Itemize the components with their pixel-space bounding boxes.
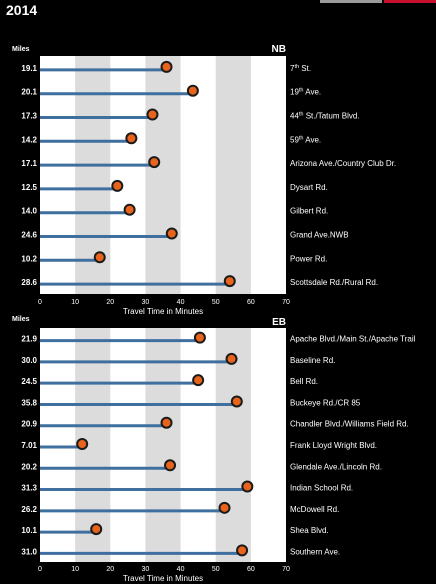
lollipop-dot xyxy=(225,352,238,365)
lollipop-dot xyxy=(146,108,159,121)
x-tick-label: 0 xyxy=(38,299,42,306)
x-tick-label: 20 xyxy=(106,566,114,573)
miles-value: 10.2 xyxy=(21,254,37,263)
x-axis-title: Travel Time in Minutes xyxy=(123,307,203,316)
x-tick-label: 30 xyxy=(142,299,150,306)
lollipop-dot xyxy=(164,459,177,472)
lollipop-dot xyxy=(123,203,136,216)
route-label: Glendale Ave./Lincoln Rd. xyxy=(290,462,382,471)
route-label: Dysart Rd. xyxy=(290,183,328,192)
route-label: Baseline Rd. xyxy=(290,356,335,365)
route-label: Shea Blvd. xyxy=(290,526,329,535)
lollipop-dot xyxy=(241,480,254,493)
grid-band xyxy=(145,328,181,562)
route-label: Bell Rd. xyxy=(290,377,318,386)
miles-value: 26.2 xyxy=(21,505,37,514)
x-axis-title: Travel Time in Minutes xyxy=(123,574,203,583)
x-tick-label: 70 xyxy=(282,299,290,306)
miles-value: 12.5 xyxy=(21,183,37,192)
lollipop-dot xyxy=(90,523,103,536)
lollipop-dot xyxy=(93,251,106,264)
miles-value: 30.0 xyxy=(21,356,37,365)
lollipop-dot xyxy=(148,156,161,169)
miles-value: 24.5 xyxy=(21,377,37,386)
miles-value: 19.1 xyxy=(21,64,37,73)
x-tick-label: 50 xyxy=(212,299,220,306)
route-label: 44th St./Tatum Blvd. xyxy=(290,112,360,121)
x-tick-label: 30 xyxy=(142,566,150,573)
route-label: Power Rd. xyxy=(290,254,327,263)
miles-value: 24.6 xyxy=(21,231,37,240)
miles-value: 17.1 xyxy=(21,159,37,168)
miles-value: 31.0 xyxy=(21,547,37,556)
x-tick-label: 70 xyxy=(282,566,290,573)
route-label: Scottsdale Rd./Rural Rd. xyxy=(290,278,378,287)
miles-value: 20.2 xyxy=(21,462,37,471)
lollipop-dot xyxy=(125,132,138,145)
miles-value: 7.01 xyxy=(21,441,37,450)
route-label: 7th St. xyxy=(290,64,311,73)
lollipop-dot xyxy=(160,416,173,429)
miles-value: 21.9 xyxy=(21,335,37,344)
miles-value: 14.2 xyxy=(21,135,37,144)
route-label: Frank Lloyd Wright Blvd. xyxy=(290,441,377,450)
route-label: Arizona Ave./Country Club Dr. xyxy=(290,159,396,168)
lollipop-dot xyxy=(218,501,231,514)
route-label: Chandler Blvd./Williams Field Rd. xyxy=(290,420,409,429)
header-accent-bar xyxy=(320,0,436,3)
route-label: 19th Ave. xyxy=(290,88,321,97)
route-label: Indian School Rd. xyxy=(290,484,353,493)
lollipop-dot xyxy=(236,544,249,557)
route-label: Buckeye Rd./CR 85 xyxy=(290,398,361,407)
x-tick-label: 40 xyxy=(177,299,185,306)
grid-band xyxy=(215,328,251,562)
lollipop-dot xyxy=(230,395,243,408)
route-label: Grand Ave.NWB xyxy=(290,231,349,240)
lollipop-dot xyxy=(165,227,178,240)
page-year: 2014 xyxy=(6,2,38,18)
route-label: 59th Ave. xyxy=(290,135,321,144)
x-tick-label: 60 xyxy=(247,299,255,306)
lollipop-dot xyxy=(192,374,205,387)
route-label: Gilbert Rd. xyxy=(290,207,328,216)
lollipop-dot xyxy=(223,275,236,288)
route-label: Apache Blvd./Main St./Apache Trail xyxy=(290,335,416,344)
miles-value: 10.1 xyxy=(21,526,37,535)
miles-value: 17.3 xyxy=(21,112,37,121)
route-label: Southern Ave. xyxy=(290,547,340,556)
miles-value: 14.0 xyxy=(21,207,37,216)
x-tick-label: 50 xyxy=(212,566,220,573)
lollipop-dot xyxy=(111,179,124,192)
x-tick-label: 20 xyxy=(106,299,114,306)
grid-band xyxy=(145,56,181,294)
miles-value: 28.6 xyxy=(21,278,37,287)
lollipop-dot xyxy=(186,84,199,97)
x-tick-label: 40 xyxy=(177,566,185,573)
lollipop-dot xyxy=(160,60,173,73)
x-tick-label: 60 xyxy=(247,566,255,573)
miles-value: 35.8 xyxy=(21,398,37,407)
miles-value: 20.9 xyxy=(21,420,37,429)
miles-value: 31.3 xyxy=(21,484,37,493)
miles-value: 20.1 xyxy=(21,88,37,97)
x-tick-label: 0 xyxy=(38,566,42,573)
y-axis-title: Miles xyxy=(12,46,30,53)
panel-direction-label: EB xyxy=(272,317,286,328)
x-tick-label: 10 xyxy=(71,566,79,573)
x-tick-label: 10 xyxy=(71,299,79,306)
route-label: McDowell Rd. xyxy=(290,505,339,514)
lollipop-dot xyxy=(193,331,206,344)
panel-direction-label: NB xyxy=(272,44,286,55)
y-axis-title: Miles xyxy=(12,316,30,323)
grid-band xyxy=(215,56,251,294)
lollipop-dot xyxy=(76,438,89,450)
